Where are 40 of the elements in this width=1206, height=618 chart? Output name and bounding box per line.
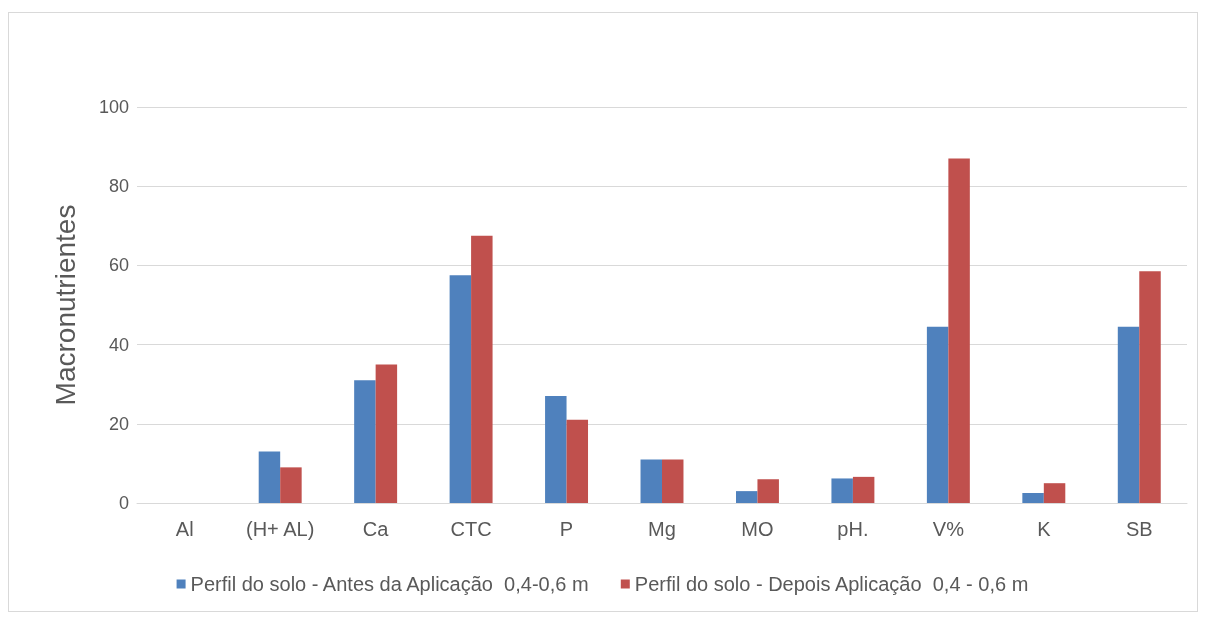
y-axis-title: Macronutrientes: [49, 204, 81, 406]
y-tick-label: 100: [98, 97, 129, 117]
bar: [258, 451, 281, 503]
legend-label: Perfil do solo - Depois Aplicação 0,4 - 0,6 m: [634, 573, 1029, 595]
x-tick-label: Al: [175, 518, 194, 540]
x-tick-label: SB: [1125, 518, 1153, 540]
bar: [375, 364, 398, 503]
x-tick-label: pH.: [837, 518, 869, 540]
bar: [831, 478, 853, 503]
bar: [757, 479, 779, 503]
y-tick-label: 0: [118, 493, 129, 513]
legend-label: Perfil do solo - Antes da Aplicação 0,4-0,6 m: [190, 573, 589, 595]
bar: [735, 491, 758, 503]
y-tick-label: 80: [108, 176, 129, 197]
bar: [1022, 493, 1044, 503]
x-tick-label: CTC: [450, 518, 492, 540]
bar: [449, 275, 472, 503]
bar: [566, 419, 589, 503]
bar: [662, 459, 684, 503]
bar: [852, 476, 875, 503]
x-tick-label: Mg: [648, 518, 676, 540]
bar: [640, 459, 662, 503]
bar: [471, 235, 493, 503]
bar: [948, 158, 970, 503]
x-tick-label: Ca: [362, 518, 390, 540]
bar: [545, 396, 567, 503]
x-tick-label: MO: [741, 518, 774, 540]
bar: [1043, 483, 1066, 503]
y-tick-label: 40: [108, 334, 129, 355]
bar: [354, 380, 376, 503]
bar: [926, 326, 949, 503]
x-tick-label: (H+ AL): [246, 518, 315, 540]
bar: [280, 467, 302, 503]
y-tick-label: 20: [108, 413, 129, 434]
bar: [1139, 271, 1161, 503]
x-tick-label: K: [1037, 518, 1052, 540]
bar: [1117, 326, 1140, 503]
x-tick-label: V%: [932, 518, 965, 540]
x-tick-label: P: [559, 518, 574, 540]
y-tick-label: 60: [108, 255, 129, 276]
